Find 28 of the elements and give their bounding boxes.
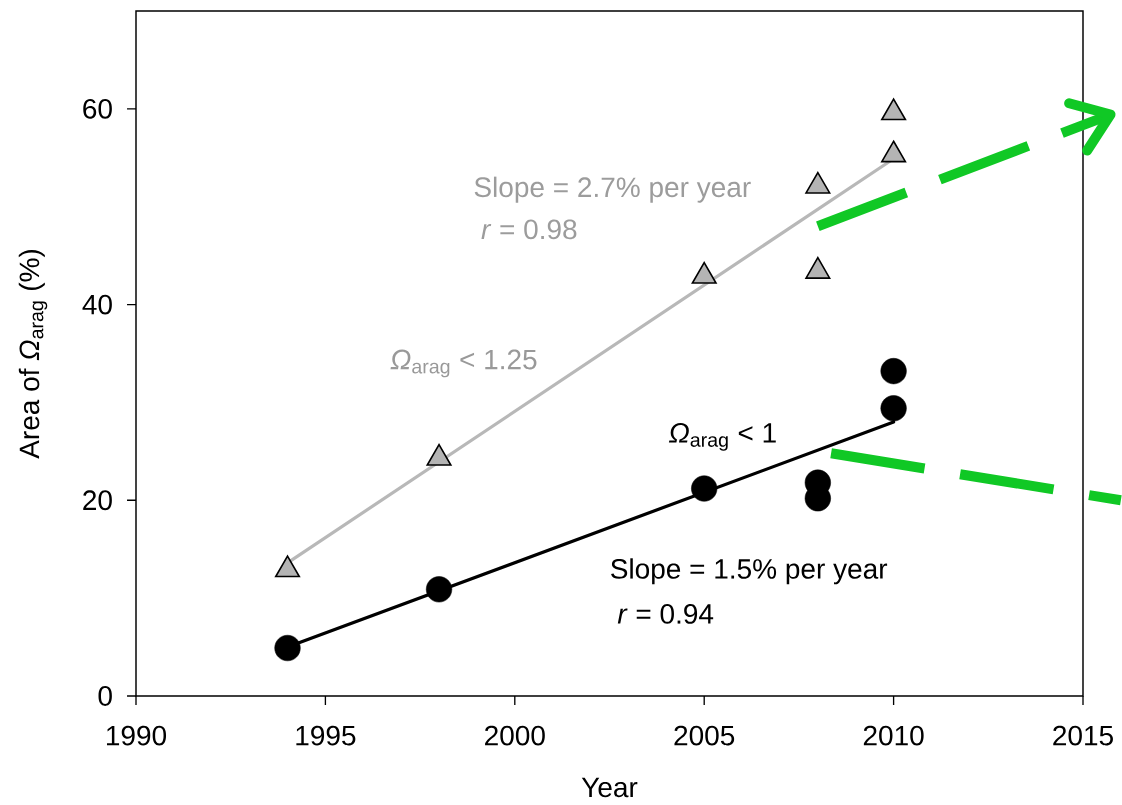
point (425, 576, 453, 603)
y-axis-title: Area of Ω$_{arag}$ (%) (18, 249, 48, 459)
y-tick-label: 0 (98, 686, 112, 706)
y-tick-label: 20 (83, 490, 112, 511)
point (881, 98, 907, 121)
annotation: r = 0.94 (617, 604, 714, 624)
point (691, 475, 718, 502)
point (880, 395, 907, 422)
annotation: Slope = 1.5% per year (611, 558, 888, 585)
point (805, 256, 831, 279)
y-tick-label: 60 (83, 98, 112, 119)
point (805, 171, 831, 194)
point (691, 261, 717, 284)
y-tick-label: 40 (82, 294, 112, 315)
point (274, 634, 301, 662)
x-tick-label: 2015 (1053, 725, 1113, 746)
series-label: Ω$_{arag}$ < 1 (668, 422, 776, 451)
x-tick-label: 2010 (863, 725, 924, 746)
x-tick-label: 2000 (485, 725, 545, 746)
x-tick-label: 1995 (296, 725, 356, 746)
annotation: r = 0.98 (481, 219, 577, 240)
x-tick-label: 2005 (674, 725, 735, 746)
point (880, 358, 907, 385)
annotation: Slope = 2.7% per year (474, 176, 751, 203)
point (881, 140, 907, 163)
x-tick-label: 1990 (106, 725, 167, 746)
x-axis-title: Year (581, 777, 638, 798)
text: Ω$_{arag}$ < 1.25 (390, 349, 537, 378)
